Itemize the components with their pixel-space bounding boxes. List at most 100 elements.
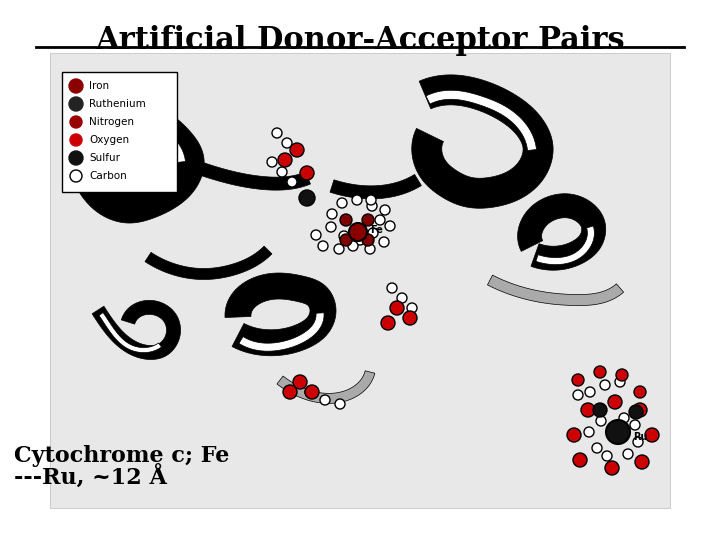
Polygon shape: [145, 246, 272, 280]
Circle shape: [567, 428, 581, 442]
Polygon shape: [487, 275, 624, 306]
Text: Ru: Ru: [633, 432, 647, 442]
Circle shape: [397, 293, 407, 303]
Circle shape: [320, 395, 330, 405]
Polygon shape: [518, 194, 606, 270]
Polygon shape: [536, 226, 595, 265]
Circle shape: [305, 387, 315, 397]
Circle shape: [69, 79, 83, 93]
Circle shape: [606, 420, 630, 444]
Circle shape: [390, 301, 404, 315]
Polygon shape: [277, 371, 375, 403]
Circle shape: [605, 461, 619, 475]
Circle shape: [365, 244, 375, 254]
Circle shape: [381, 316, 395, 330]
Circle shape: [368, 228, 378, 238]
Circle shape: [385, 221, 395, 231]
Circle shape: [623, 449, 633, 459]
Circle shape: [573, 453, 587, 467]
Circle shape: [277, 167, 287, 177]
Text: Ruthenium: Ruthenium: [89, 99, 145, 109]
Circle shape: [366, 195, 376, 205]
Circle shape: [581, 403, 595, 417]
Circle shape: [267, 157, 277, 167]
Circle shape: [407, 303, 417, 313]
Circle shape: [593, 403, 607, 417]
Polygon shape: [426, 90, 536, 151]
Circle shape: [327, 209, 337, 219]
Circle shape: [69, 151, 83, 165]
Circle shape: [300, 166, 314, 180]
Circle shape: [635, 455, 649, 469]
Text: Sulfur: Sulfur: [89, 153, 120, 163]
Text: Oxygen: Oxygen: [89, 135, 129, 145]
Circle shape: [70, 116, 82, 128]
Text: Cytochrome c; Fe: Cytochrome c; Fe: [14, 445, 230, 467]
Circle shape: [572, 374, 584, 386]
Text: ---Ru, ~12 Å: ---Ru, ~12 Å: [14, 465, 167, 489]
Polygon shape: [81, 107, 186, 163]
Circle shape: [335, 399, 345, 409]
Circle shape: [340, 234, 352, 246]
Circle shape: [349, 223, 367, 241]
Circle shape: [573, 390, 583, 400]
Circle shape: [348, 241, 358, 251]
Circle shape: [283, 385, 297, 399]
Circle shape: [375, 215, 385, 225]
Circle shape: [337, 198, 347, 208]
Circle shape: [340, 214, 352, 226]
Text: Artificial Donor-Acceptor Pairs: Artificial Donor-Acceptor Pairs: [95, 25, 625, 56]
Circle shape: [362, 234, 374, 246]
Polygon shape: [225, 273, 336, 356]
Circle shape: [355, 235, 365, 245]
Circle shape: [608, 395, 622, 409]
Circle shape: [379, 237, 389, 247]
Polygon shape: [330, 174, 421, 199]
Circle shape: [645, 428, 659, 442]
Circle shape: [299, 190, 315, 206]
Circle shape: [290, 143, 304, 157]
Circle shape: [619, 413, 629, 423]
Circle shape: [70, 134, 82, 146]
Circle shape: [629, 405, 643, 419]
Polygon shape: [68, 92, 204, 223]
Circle shape: [387, 283, 397, 293]
Text: Carbon: Carbon: [89, 171, 127, 181]
Circle shape: [585, 387, 595, 397]
Circle shape: [339, 231, 349, 241]
Circle shape: [362, 214, 374, 226]
Circle shape: [584, 427, 594, 437]
Circle shape: [334, 244, 344, 254]
Polygon shape: [412, 75, 553, 208]
Bar: [62, 72, 177, 192]
Circle shape: [596, 416, 606, 426]
Circle shape: [318, 241, 328, 251]
Circle shape: [282, 138, 292, 148]
Circle shape: [311, 230, 321, 240]
Polygon shape: [92, 300, 181, 360]
Polygon shape: [170, 152, 310, 190]
Text: Nitrogen: Nitrogen: [89, 117, 134, 127]
Circle shape: [630, 420, 640, 430]
Bar: [50, 53, 670, 508]
Circle shape: [380, 205, 390, 215]
Circle shape: [594, 366, 606, 378]
Polygon shape: [239, 313, 324, 351]
Circle shape: [326, 222, 336, 232]
Circle shape: [616, 369, 628, 381]
Circle shape: [602, 451, 612, 461]
Circle shape: [70, 170, 82, 182]
Circle shape: [615, 377, 625, 387]
Circle shape: [69, 97, 83, 111]
Circle shape: [272, 128, 282, 138]
Text: Iron: Iron: [89, 81, 109, 91]
Text: Fe: Fe: [370, 225, 383, 235]
Circle shape: [293, 375, 307, 389]
Circle shape: [633, 437, 643, 447]
Circle shape: [367, 201, 377, 211]
Circle shape: [633, 403, 647, 417]
Circle shape: [287, 177, 297, 187]
Circle shape: [600, 380, 610, 390]
Circle shape: [352, 195, 362, 205]
Circle shape: [592, 443, 602, 453]
